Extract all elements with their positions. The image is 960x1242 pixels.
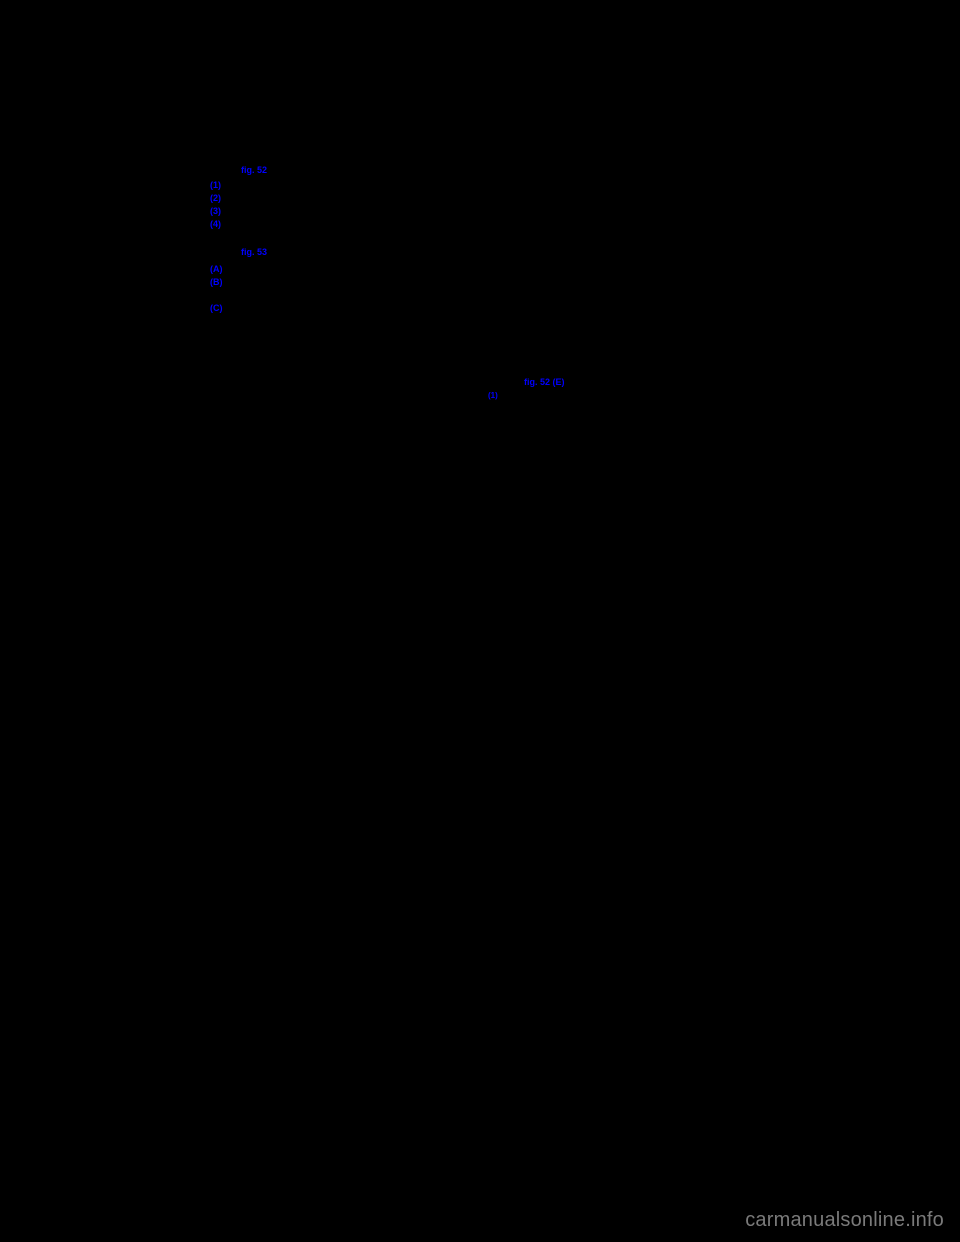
link-fig-52-a[interactable]: fig. 52 <box>241 165 267 175</box>
link-ref-3-a[interactable]: (3) <box>210 206 221 216</box>
link-ref-2-a[interactable]: (2) <box>210 193 221 203</box>
watermark-text: carmanualsonline.info <box>745 1209 944 1232</box>
link-ref-1-a[interactable]: (1) <box>210 180 221 190</box>
link-ref-4-a[interactable]: (4) <box>210 219 221 229</box>
link-ref-c[interactable]: (C) <box>210 303 223 313</box>
link-ref-1-b[interactable]: (1) <box>488 391 498 400</box>
link-fig-52-e[interactable]: fig. 52 (E) <box>524 377 565 387</box>
link-ref-b[interactable]: (B) <box>210 277 223 287</box>
link-fig-53[interactable]: fig. 53 <box>241 247 267 257</box>
link-ref-a[interactable]: (A) <box>210 264 223 274</box>
